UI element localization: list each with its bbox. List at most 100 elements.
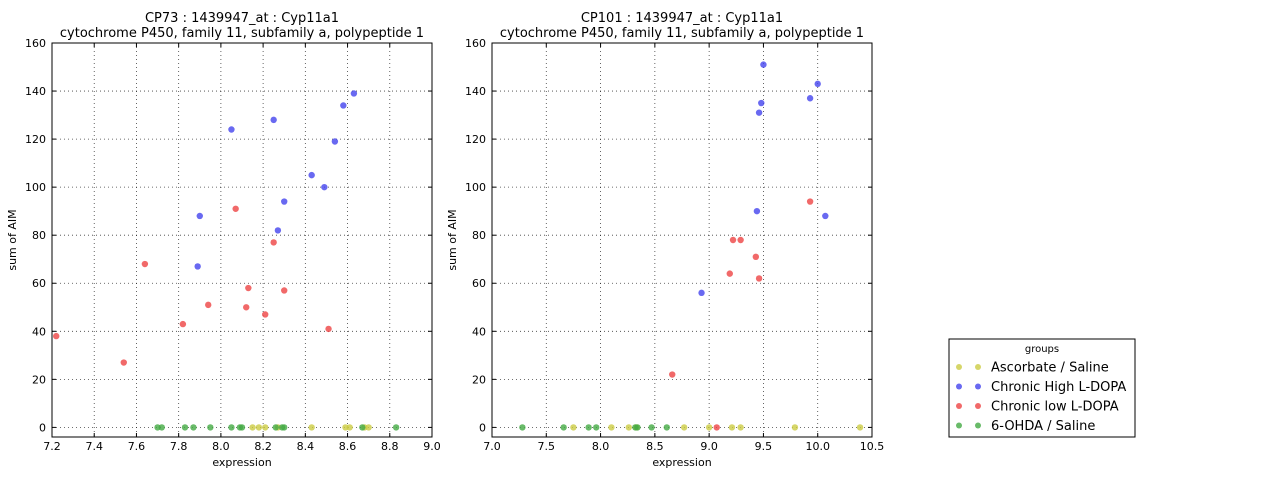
y-tick-label: 100	[465, 181, 486, 194]
x-tick-label: 7.8	[170, 440, 188, 453]
data-point	[519, 424, 526, 431]
data-point	[560, 424, 567, 431]
data-point	[648, 424, 655, 431]
x-tick-label: 8.4	[297, 440, 315, 453]
data-point	[325, 325, 332, 333]
y-tick-label: 0	[39, 421, 46, 434]
data-point	[753, 207, 761, 215]
series-chronic-high-l-dopa	[194, 90, 358, 270]
data-point	[262, 311, 269, 318]
data-point	[228, 126, 235, 133]
legend-label: 6-OHDA / Saline	[991, 419, 1095, 434]
data-point	[705, 424, 713, 431]
data-point	[737, 236, 744, 244]
data-point	[634, 424, 641, 431]
data-point	[570, 424, 577, 431]
y-tick-label: 160	[25, 37, 46, 50]
legend-marker	[956, 403, 962, 409]
y-tick-label: 120	[25, 133, 46, 146]
data-point	[158, 424, 165, 431]
series-6-ohda-saline	[154, 424, 400, 431]
series-ascorbate-saline	[570, 424, 864, 431]
plot-frame	[51, 42, 433, 438]
data-point	[321, 183, 328, 191]
x-tick-label: 7.5	[538, 440, 556, 453]
data-point	[625, 424, 632, 431]
x-tick-label: 10.0	[805, 440, 830, 453]
y-tick-label: 140	[25, 85, 46, 98]
data-point	[392, 424, 400, 431]
x-tick-label: 8.6	[339, 440, 357, 453]
y-tick-label: 60	[472, 277, 486, 290]
data-point	[255, 424, 263, 431]
x-tick-label: 9.0	[423, 440, 441, 453]
legend-label: Chronic low L-DOPA	[991, 400, 1119, 415]
data-point	[806, 95, 814, 102]
legend-marker	[975, 403, 981, 409]
x-tick-label: 8.0	[212, 440, 230, 453]
legend-title: groups	[1025, 344, 1059, 355]
data-point	[814, 80, 821, 88]
legend-marker	[956, 383, 962, 390]
y-axis-label: sum of AIM	[6, 209, 19, 270]
data-point	[791, 424, 799, 431]
y-tick-label: 140	[465, 85, 486, 98]
x-tick-label: 7.2	[43, 440, 61, 453]
data-point	[340, 102, 347, 109]
data-point	[179, 320, 187, 328]
data-point	[243, 304, 250, 311]
data-point	[822, 212, 829, 220]
chart-title: CP73 : 1439947_at : Cyp11a1	[145, 11, 339, 26]
y-tick-label: 120	[465, 133, 486, 146]
data-point	[713, 424, 720, 431]
data-point	[680, 424, 688, 431]
data-point	[669, 371, 676, 378]
data-point	[752, 253, 760, 261]
data-point	[272, 424, 279, 431]
x-axis-label: expression	[652, 456, 711, 469]
data-point	[232, 205, 239, 212]
y-tick-label: 80	[32, 229, 46, 242]
data-point	[120, 359, 127, 366]
legend-label: Chronic High L-DOPA	[991, 380, 1126, 395]
series-chronic-high-l-dopa	[698, 61, 829, 297]
data-point	[228, 424, 235, 431]
data-point	[726, 270, 733, 277]
data-point	[281, 424, 288, 431]
x-tick-label: 7.0	[483, 440, 501, 453]
x-tick-label: 10.5	[860, 440, 885, 453]
data-point	[249, 424, 256, 431]
data-point	[141, 260, 149, 268]
y-tick-label: 40	[472, 325, 486, 338]
data-point	[270, 116, 277, 124]
data-point	[281, 287, 288, 294]
data-point	[274, 227, 282, 234]
series-chronic-low-l-dopa	[669, 198, 814, 431]
legend: groups Ascorbate / Saline Chronic High L-D…	[948, 338, 1136, 438]
y-tick-label: 60	[32, 277, 46, 290]
plot-frame	[491, 42, 873, 438]
data-point	[196, 212, 203, 220]
series-chronic-low-l-dopa	[53, 205, 332, 366]
data-point	[585, 424, 592, 431]
data-point	[190, 424, 197, 431]
data-point	[806, 198, 814, 205]
y-axis-label: sum of AIM	[446, 209, 459, 270]
data-point	[207, 424, 214, 431]
series-6-ohda-saline	[519, 424, 670, 431]
data-point	[728, 424, 736, 431]
data-point	[663, 424, 670, 431]
data-point	[181, 424, 189, 431]
chart-subtitle: cytochrome P450, family 11, subfamily a,…	[500, 26, 864, 41]
y-tick-label: 40	[32, 325, 46, 338]
data-point	[205, 301, 212, 309]
data-point	[755, 109, 763, 116]
data-point	[270, 239, 277, 246]
x-tick-label: 8.8	[381, 440, 399, 453]
data-point	[245, 284, 252, 292]
x-tick-label: 9.0	[700, 440, 718, 453]
legend-marker	[975, 422, 981, 429]
data-point	[238, 424, 246, 431]
data-point	[281, 198, 288, 205]
